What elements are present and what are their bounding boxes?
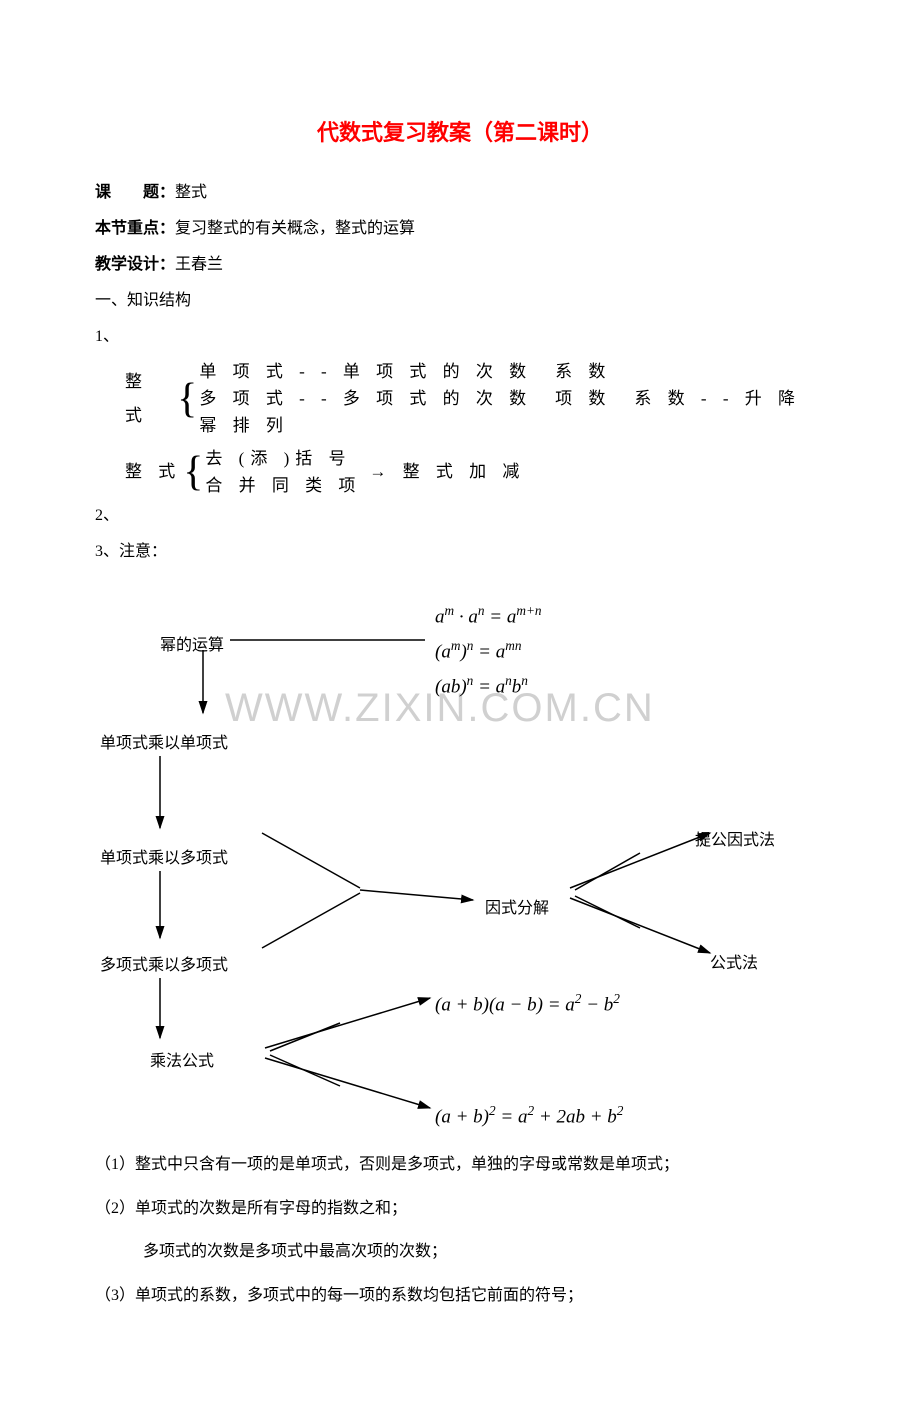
page-title: 代数式复习教案（第二课时） xyxy=(0,115,920,147)
brace2-arrow: → 整 式 加 减 xyxy=(369,455,525,489)
brace-icon: { xyxy=(177,378,197,420)
node-mono-poly: 单项式乘以多项式 xyxy=(100,843,228,875)
note-2: （2）单项式的次数是所有字母的指数之和； xyxy=(95,1192,825,1226)
topic-label: 课 题： xyxy=(95,184,175,201)
brace2-line2: 合 并 同 类 项 xyxy=(205,476,361,495)
diagram: WWW.ZIXIN.COM.CN xyxy=(95,578,825,1138)
brace1-line1: 单 项 式 - - 单 项 式 的 次 数 系 数 xyxy=(199,362,611,381)
brace1-label: 整 式 xyxy=(125,365,175,433)
formula-product-rule: am · an = am+n xyxy=(435,598,542,636)
formula-power-rule: (am)n = amn xyxy=(435,633,522,671)
brace2-line1: 去 (添 )括 号 xyxy=(205,449,351,468)
item1: 1、 xyxy=(95,321,825,353)
node-exponent: 幂的运算 xyxy=(160,630,224,662)
topic-value: 整式 xyxy=(175,184,207,201)
node-formula-method: 公式法 xyxy=(710,948,758,980)
content-body: 课 题：整式 本节重点：复习整式的有关概念，整式的运算 教学设计：王春兰 一、知… xyxy=(95,177,825,1312)
designer-label: 教学设计： xyxy=(95,256,175,273)
brace-icon: { xyxy=(183,451,203,493)
item3: 3、注意： xyxy=(95,536,825,568)
focus-line: 本节重点：复习整式的有关概念，整式的运算 xyxy=(95,213,825,245)
brace1: 整 式 { 单 项 式 - - 单 项 式 的 次 数 系 数 多 项 式 - … xyxy=(125,358,825,440)
note-2b: 多项式的次数是多项式中最高次项的次数； xyxy=(143,1235,825,1269)
notes-section: （1）整式中只含有一项的是单项式，否则是多项式，单独的字母或常数是单项式； （2… xyxy=(95,1148,825,1312)
focus-label: 本节重点： xyxy=(95,220,175,237)
item2: 2、 xyxy=(95,500,825,532)
brace2-label: 整 式 xyxy=(125,455,181,489)
topic-line: 课 题：整式 xyxy=(95,177,825,209)
formula-product-power: (ab)n = anbn xyxy=(435,668,528,706)
brace2-content: 去 (添 )括 号 合 并 同 类 项 xyxy=(205,445,361,499)
formula-diff-squares: (a + b)(a − b) = a2 − b2 xyxy=(435,986,620,1024)
formula-perfect-square: (a + b)2 = a2 + 2ab + b2 xyxy=(435,1098,623,1136)
node-mono-mono: 单项式乘以单项式 xyxy=(100,728,228,760)
section1-heading: 一、知识结构 xyxy=(95,285,825,317)
node-common-factor: 提公因式法 xyxy=(695,825,775,857)
note-1: （1）整式中只含有一项的是单项式，否则是多项式，单独的字母或常数是单项式； xyxy=(95,1148,825,1182)
brace1-content: 单 项 式 - - 单 项 式 的 次 数 系 数 多 项 式 - - 多 项 … xyxy=(199,358,825,440)
focus-value: 复习整式的有关概念，整式的运算 xyxy=(175,220,415,237)
designer-value: 王春兰 xyxy=(175,256,223,273)
node-mult-formula: 乘法公式 xyxy=(150,1046,214,1078)
note-3: （3）单项式的系数，多项式中的每一项的系数均包括它前面的符号； xyxy=(95,1279,825,1313)
brace1-line2: 多 项 式 - - 多 项 式 的 次 数 项 数 系 数 - - 升 降 幂 … xyxy=(199,389,801,435)
brace2: 整 式 { 去 (添 )括 号 合 并 同 类 项 → 整 式 加 减 xyxy=(125,445,825,499)
node-poly-poly: 多项式乘以多项式 xyxy=(100,950,228,982)
brace2-target: 整 式 加 减 xyxy=(403,462,526,481)
designer-line: 教学设计：王春兰 xyxy=(95,249,825,281)
node-factorization: 因式分解 xyxy=(485,893,549,925)
